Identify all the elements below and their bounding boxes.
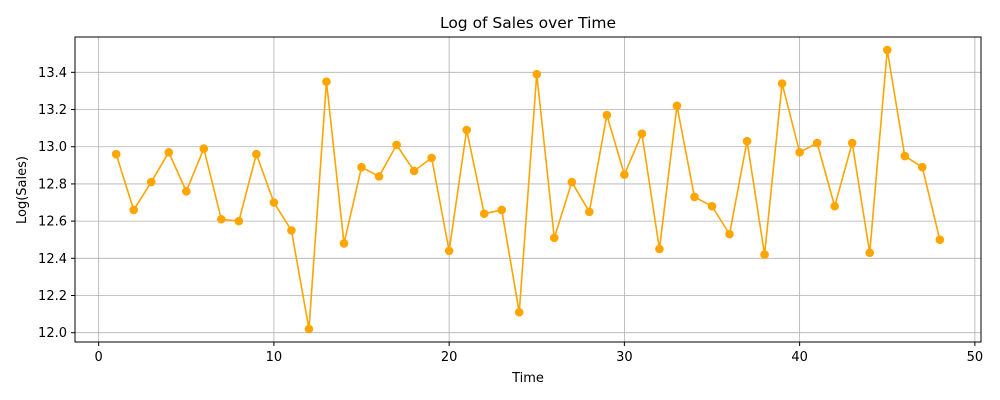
data-point: [777, 79, 787, 88]
data-point: [620, 170, 629, 179]
data-point: [409, 166, 419, 176]
data-point: [567, 177, 577, 187]
y-tick-label: 12.4: [38, 252, 67, 267]
data-point: [900, 151, 910, 161]
y-tick-label: 12.6: [38, 215, 67, 230]
data-point: [549, 233, 559, 243]
data-point: [847, 138, 857, 148]
data-point: [181, 187, 191, 196]
y-tick-label: 13.4: [38, 66, 67, 81]
data-point: [742, 136, 752, 146]
data-point: [304, 324, 314, 334]
data-point: [427, 153, 436, 163]
y-tick-label: 13.0: [38, 140, 67, 155]
data-point: [935, 235, 945, 245]
data-point: [514, 307, 524, 317]
data-point: [882, 45, 892, 55]
x-tick-label: 10: [266, 350, 283, 365]
y-tick-label: 12.0: [38, 326, 67, 341]
data-point: [672, 101, 682, 111]
data-point: [725, 229, 734, 239]
x-tick-label: 40: [791, 350, 808, 365]
x-axis-label: Time: [511, 371, 544, 386]
data-point: [146, 177, 156, 187]
data-point: [234, 216, 244, 226]
y-axis-label: Log(Sales): [15, 156, 30, 224]
data-point: [339, 239, 349, 248]
data-point: [111, 149, 121, 159]
y-axis: 12.0 12.2 12.4 12.6 12.8 13.0 13.2 13.4: [38, 66, 75, 341]
data-point: [497, 205, 507, 215]
data-point: [287, 226, 296, 235]
data-point: [602, 110, 612, 120]
x-tick-label: 50: [967, 350, 984, 365]
data-point: [129, 205, 139, 215]
data-point: [479, 209, 489, 218]
data-point: [462, 125, 471, 135]
plot-frame: [74, 36, 982, 343]
x-tick-label: 30: [616, 350, 633, 365]
data-point: [374, 172, 384, 181]
chart-title: Log of Sales over Time: [440, 14, 616, 32]
data-point: [637, 129, 647, 139]
data-point: [392, 140, 401, 150]
data-point: [217, 214, 226, 224]
data-point: [830, 201, 839, 211]
y-tick-label: 12.8: [38, 177, 67, 192]
x-tick-label: 20: [441, 350, 458, 365]
data-point: [252, 149, 261, 159]
data-point: [444, 246, 454, 256]
x-tick-label: 0: [95, 350, 103, 365]
data-point: [707, 201, 717, 211]
data-point: [585, 207, 594, 217]
data-point: [760, 250, 769, 259]
x-axis: 0 10 20 30 40 50: [95, 342, 984, 365]
series-line: [115, 49, 941, 330]
data-point: [164, 148, 174, 157]
data-point: [917, 162, 927, 172]
data-point: [690, 192, 699, 202]
data-point: [532, 69, 542, 79]
grid: [75, 37, 981, 342]
series-sales: [111, 45, 945, 334]
data-point: [357, 162, 366, 172]
data-point: [795, 148, 804, 157]
data-point: [199, 144, 209, 153]
y-tick-label: 12.2: [38, 289, 67, 304]
data-point: [322, 77, 331, 86]
data-point: [655, 244, 664, 254]
y-tick-label: 13.2: [38, 103, 67, 118]
data-point: [269, 198, 279, 207]
data-point: [812, 138, 822, 148]
data-point: [865, 248, 875, 258]
